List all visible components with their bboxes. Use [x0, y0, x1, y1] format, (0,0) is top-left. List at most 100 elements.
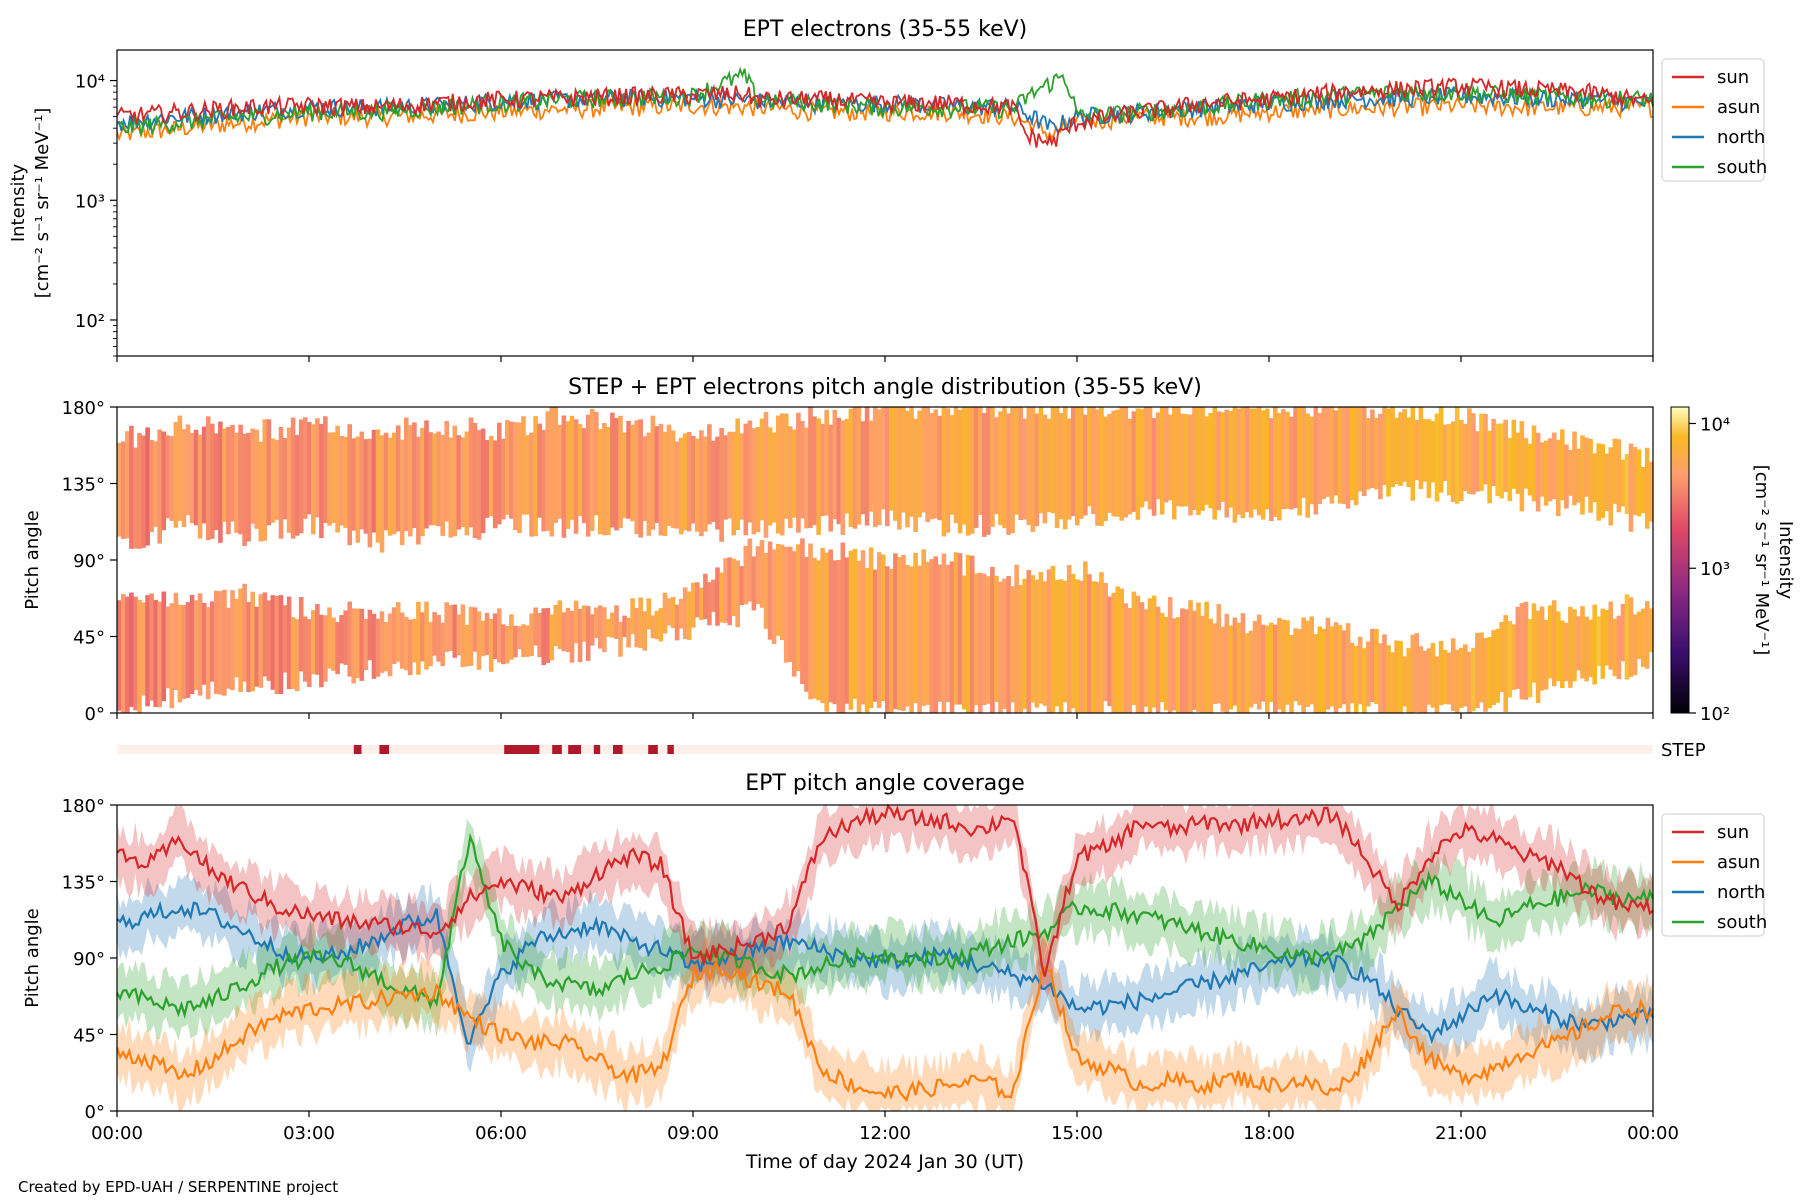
- heatmap-cell: [161, 431, 167, 531]
- heatmap-cell: [1014, 407, 1019, 515]
- heatmap-cell: [484, 439, 490, 518]
- heatmap-cell: [1188, 600, 1193, 713]
- heatmap-cell: [399, 439, 405, 546]
- heatmap-cell: [638, 597, 643, 648]
- heatmap-cell: [549, 614, 555, 661]
- heatmap-cell: [626, 617, 631, 648]
- heatmap-cell: [638, 419, 643, 538]
- heatmap-cell: [1560, 429, 1565, 501]
- heatmap-cell: [1483, 413, 1488, 485]
- series-line-asun: [115, 959, 1655, 1103]
- heatmap-cell: [1285, 620, 1290, 705]
- heatmap-cell: [1604, 453, 1610, 512]
- heatmap-cell: [598, 429, 603, 535]
- panel4-legend: sun asun north south: [1661, 813, 1767, 937]
- heatmap-cell: [1216, 604, 1222, 704]
- heatmap-cell: [1301, 617, 1306, 713]
- heatmap-cell: [1382, 407, 1387, 485]
- heatmap-cell: [739, 433, 745, 520]
- heatmap-cell: [1503, 419, 1508, 492]
- heatmap-cell: [1349, 407, 1355, 501]
- heatmap-cell: [1491, 630, 1496, 705]
- heatmap-cell: [1054, 579, 1060, 707]
- heatmap-cell: [1390, 407, 1395, 488]
- heatmap-cell: [1107, 413, 1112, 513]
- heatmap-cell: [448, 605, 454, 651]
- heatmap-cell: [254, 606, 259, 687]
- heatmap-cell: [218, 591, 223, 695]
- heatmap-cell: [893, 407, 898, 521]
- heatmap-cell: [581, 605, 587, 642]
- heatmap-cell: [594, 411, 599, 516]
- heatmap-cell: [1612, 438, 1618, 504]
- heatmap-cell: [432, 433, 437, 526]
- heatmap-cell: [1204, 601, 1209, 713]
- heatmap-cell: [173, 422, 179, 528]
- x-tick-label: 18:00: [1243, 1123, 1295, 1144]
- heatmap-cell: [517, 422, 522, 533]
- heatmap-cell: [1022, 578, 1027, 709]
- step-active-mark: [613, 745, 623, 754]
- heatmap-cell: [1556, 611, 1561, 682]
- heatmap-cell: [569, 610, 575, 663]
- heatmap-cell: [1099, 407, 1104, 526]
- heatmap-cell: [949, 415, 955, 515]
- heatmap-cell: [189, 595, 195, 694]
- heatmap-cell: [424, 420, 429, 529]
- heatmap-cell: [1450, 421, 1456, 502]
- heatmap-cell: [1321, 407, 1327, 499]
- heatmap-cell: [1584, 437, 1589, 497]
- heatmap-cell: [1414, 633, 1420, 712]
- colorbar-tick-label: 10⁴: [1700, 414, 1730, 435]
- heatmap-cell: [210, 423, 215, 539]
- heatmap-cell: [1398, 641, 1403, 713]
- heatmap-cell: [998, 581, 1003, 713]
- heatmap-cell: [860, 421, 866, 515]
- heatmap-cell: [1289, 635, 1294, 713]
- heatmap-cell: [711, 440, 716, 522]
- heatmap-cell: [929, 559, 935, 713]
- heatmap-cell: [917, 565, 922, 713]
- heatmap-cell: [375, 429, 381, 543]
- panel1-xticks: [116, 356, 1654, 362]
- heatmap-cell: [1471, 647, 1476, 712]
- heatmap-cell: [177, 415, 183, 521]
- heatmap-cell: [1159, 612, 1165, 703]
- heatmap-cell: [848, 409, 854, 527]
- heatmap-cell: [1402, 656, 1407, 707]
- heatmap-cell: [1438, 641, 1444, 706]
- series-band-asun: [117, 931, 1653, 1111]
- heatmap-cell: [1475, 431, 1480, 492]
- heatmap-cell: [395, 602, 401, 662]
- heatmap-cell: [1147, 407, 1153, 510]
- heatmap-cell: [121, 441, 126, 539]
- heatmap-cell: [1366, 641, 1371, 707]
- heatmap-cell: [881, 407, 886, 510]
- step-active-mark: [568, 745, 581, 754]
- heatmap-cell: [1131, 411, 1137, 512]
- heatmap-cell: [1212, 623, 1217, 705]
- heatmap-cell: [872, 569, 878, 702]
- heatmap-cell: [925, 561, 930, 705]
- panel-step-bar: STEP: [117, 740, 1706, 761]
- heatmap-cell: [1147, 598, 1153, 713]
- legend-label-sun: sun: [1717, 67, 1749, 88]
- heatmap-cell: [424, 601, 429, 670]
- heatmap-cell: [1556, 439, 1561, 517]
- panel4-xticks: 00:00 03:00 06:00 09:00 12:00 15:00 18:00 21:00…: [91, 1111, 1679, 1144]
- heatmap-cell: [420, 427, 425, 537]
- heatmap-cell: [1394, 417, 1399, 485]
- panel-intensity: EPT electrons (35-55 keV) 10² 10³ 10⁴ Inte…: [8, 17, 1767, 362]
- heatmap-cell: [1297, 629, 1302, 706]
- heatmap-cell: [1564, 444, 1569, 509]
- heatmap-cell: [1329, 407, 1335, 504]
- heatmap-cell: [1054, 407, 1060, 528]
- heatmap-cell: [719, 428, 724, 542]
- heatmap-cell: [1066, 418, 1072, 520]
- heatmap-cell: [901, 554, 906, 711]
- step-active-mark: [504, 745, 540, 754]
- series-band-north: [117, 874, 1653, 1073]
- heatmap-cell: [1568, 606, 1573, 688]
- heatmap-cell: [125, 431, 130, 539]
- heatmap-cell: [1289, 416, 1294, 510]
